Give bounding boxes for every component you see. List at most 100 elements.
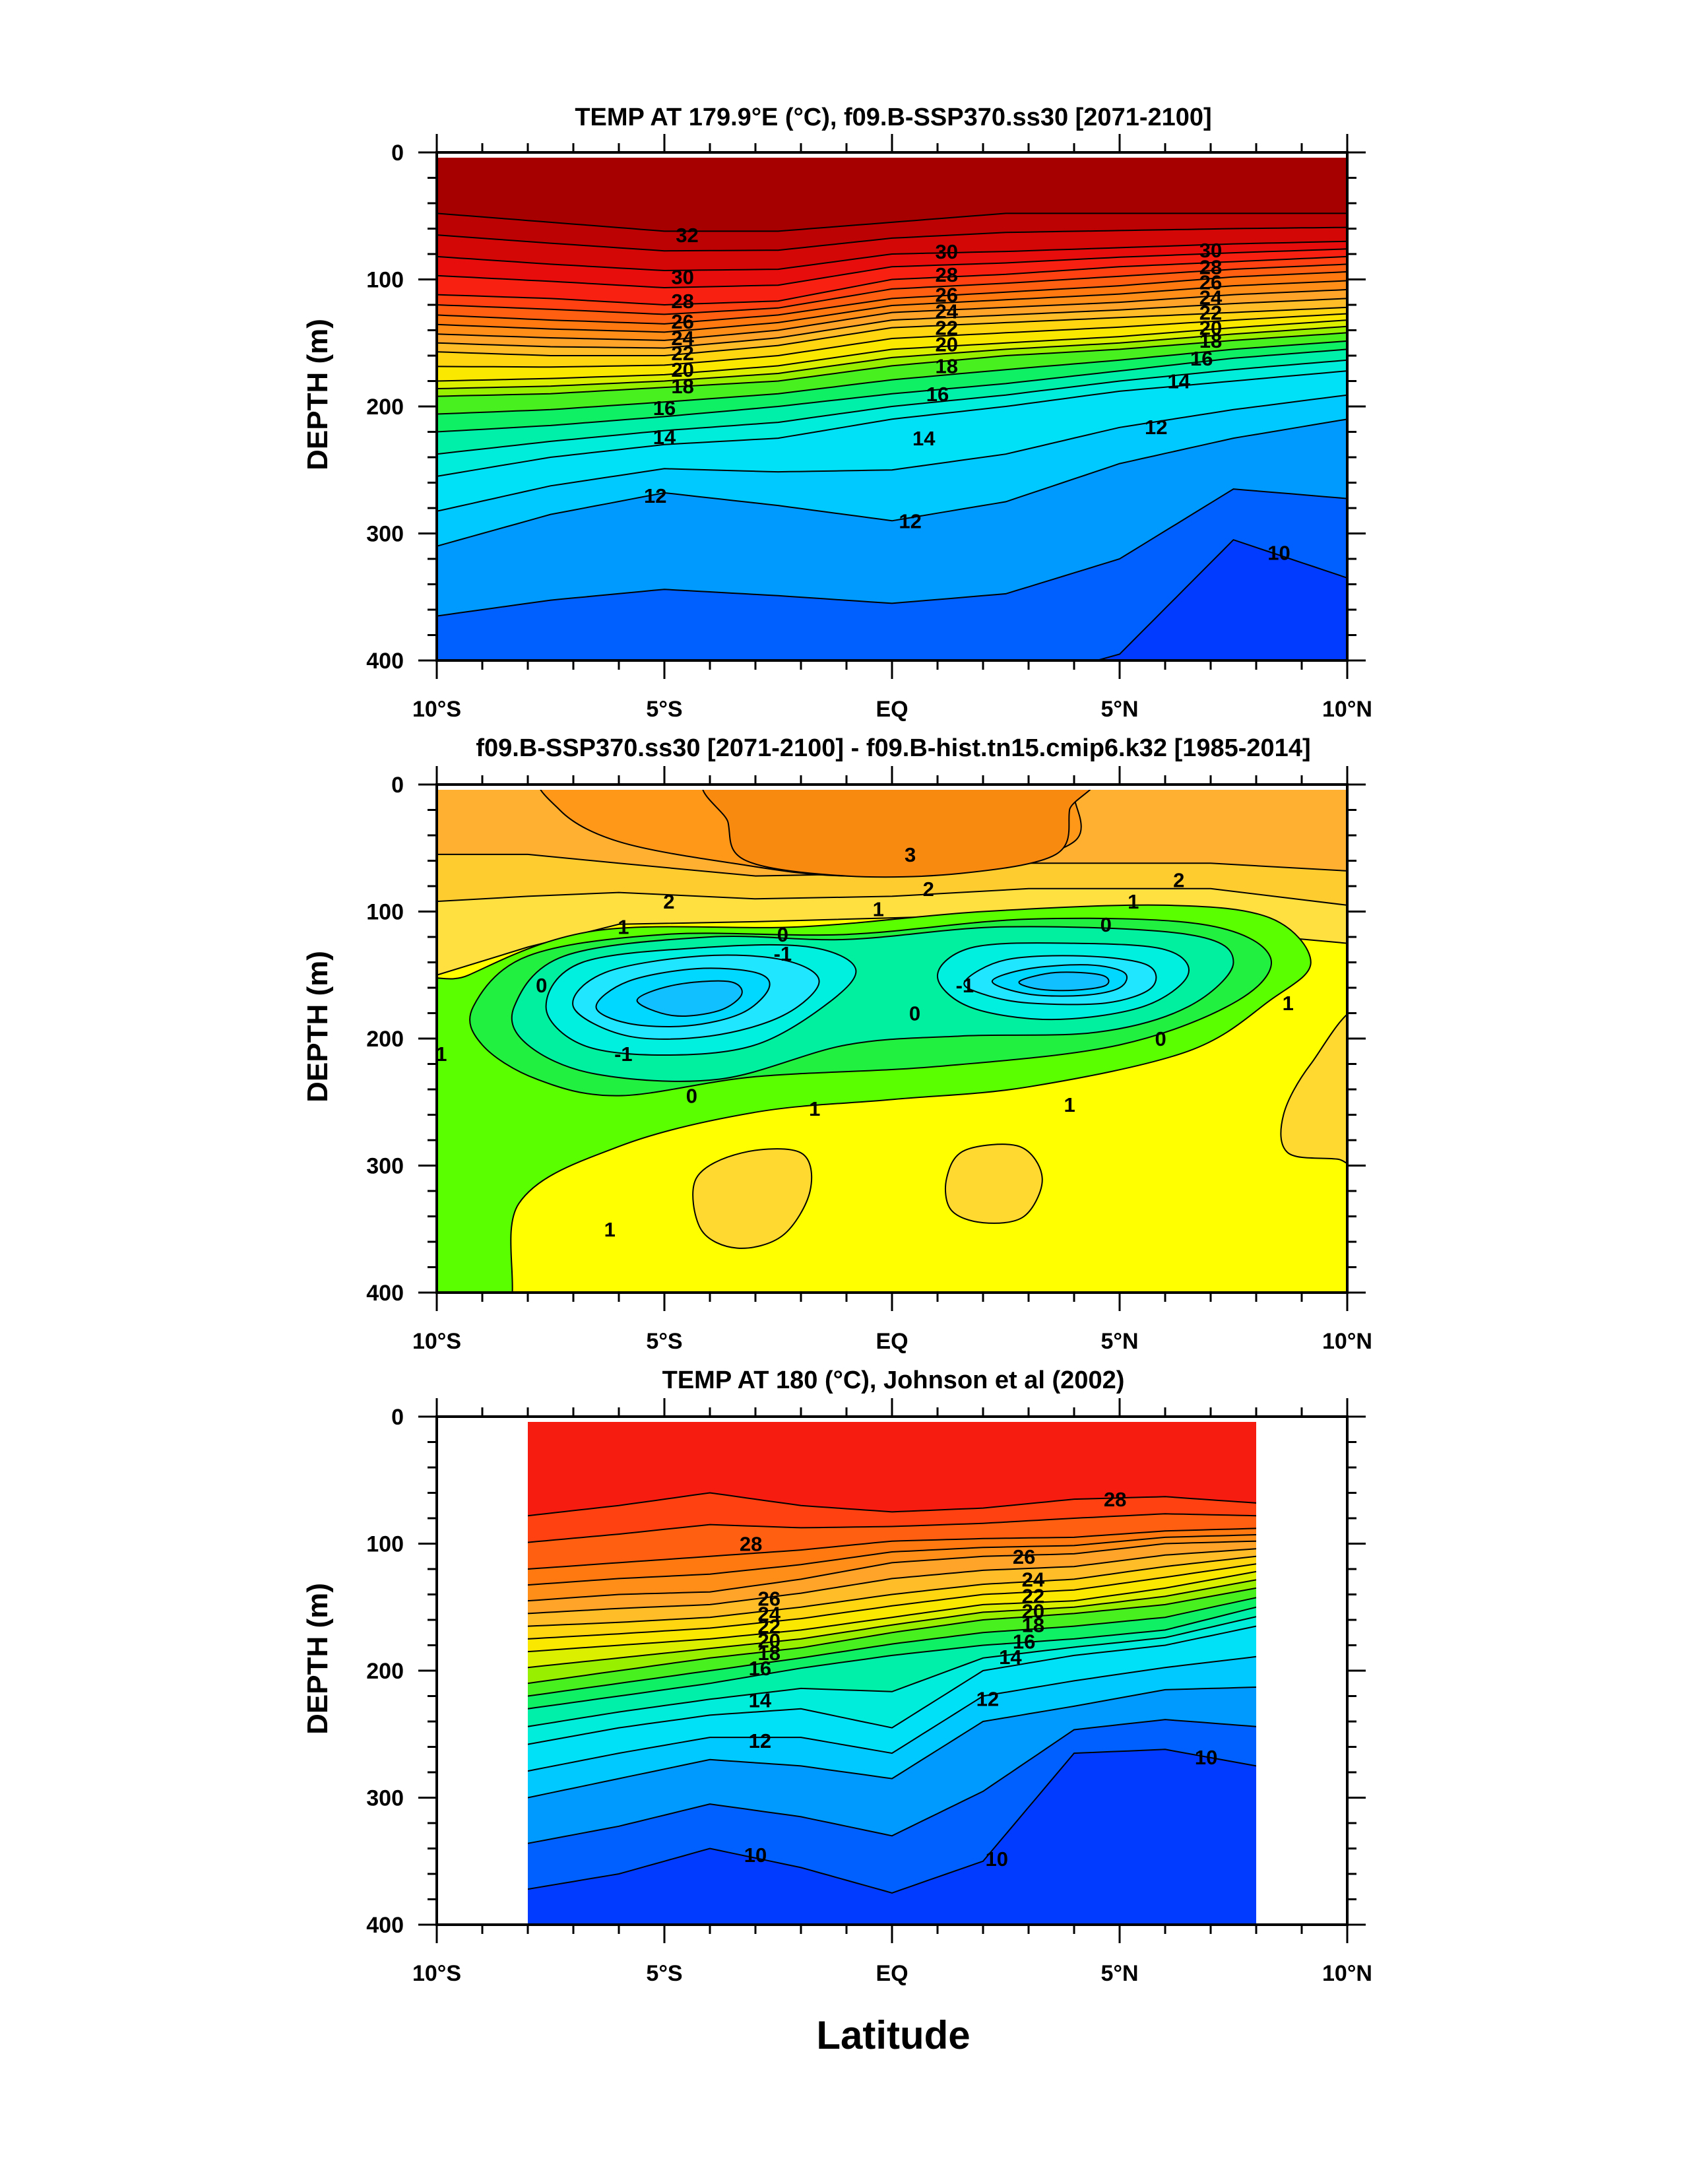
contour-label: 32 — [676, 224, 698, 247]
contour-label: 1 — [1283, 992, 1294, 1015]
contour-label: 20 — [671, 358, 693, 381]
contour-label: 14 — [999, 1646, 1022, 1669]
panel-2-ylabel: DEPTH (m) — [302, 951, 334, 1103]
y-tick-label: 100 — [366, 1532, 404, 1557]
contour-label: 14 — [1167, 370, 1190, 393]
contour-line — [528, 1513, 1256, 1543]
contour-label: 1 — [618, 916, 629, 939]
contour-label: 30 — [1199, 239, 1222, 262]
contour-label: 0 — [777, 923, 788, 946]
contour-label: 2 — [1173, 868, 1184, 891]
y-tick-label: 400 — [366, 1281, 404, 1306]
contour-line — [437, 263, 1347, 315]
contour-label: 1 — [1128, 890, 1139, 913]
contour-line — [437, 370, 1347, 477]
contour-line — [528, 1579, 1256, 1669]
contour-label: 14 — [749, 1688, 772, 1712]
panel-2-title: f09.B-SSP370.ss30 [2071-2100] - f09.B-hi… — [476, 734, 1310, 762]
y-tick-label: 100 — [366, 900, 404, 925]
contour-line — [437, 313, 1347, 368]
contour-line — [528, 1719, 1256, 1844]
contour-line — [528, 1534, 1256, 1586]
contour-label: 22 — [1022, 1584, 1044, 1607]
contour-label: 26 — [671, 310, 693, 333]
contour-line — [437, 488, 1347, 617]
contour-label: 12 — [1145, 416, 1167, 439]
contour-line — [528, 1527, 1256, 1570]
y-tick-label: 100 — [366, 268, 404, 293]
x-tick-label: 5°S — [646, 697, 682, 722]
contour-label: -1 — [614, 1043, 633, 1066]
contour-line — [528, 1616, 1256, 1727]
contour-band — [1018, 971, 1110, 992]
contour-line — [528, 1587, 1256, 1685]
x-tick-label: EQ — [876, 1961, 908, 1986]
y-tick-label: 300 — [366, 1786, 404, 1811]
contour-line — [437, 226, 1347, 252]
contour-label: 26 — [1199, 271, 1222, 294]
contour-label: 12 — [976, 1687, 999, 1710]
contour-label: 1 — [1064, 1093, 1075, 1116]
contour-label: 20 — [936, 333, 958, 356]
y-tick-label: 400 — [366, 649, 404, 674]
contour-label: 1 — [435, 1043, 447, 1066]
x-tick-label: 5°N — [1100, 1329, 1138, 1354]
y-tick-label: 200 — [366, 395, 404, 420]
contour-label: 0 — [686, 1085, 697, 1108]
contour-label: 22 — [757, 1615, 780, 1638]
contour-line — [437, 394, 1347, 512]
contour-fields — [528, 1422, 1256, 1925]
contour-label: 24 — [757, 1602, 781, 1625]
contour-line — [437, 306, 1347, 356]
contour-label: 28 — [671, 290, 693, 313]
contour-label: 1 — [604, 1218, 616, 1241]
y-tick-label: 0 — [391, 1405, 404, 1430]
x-tick-label: 5°N — [1100, 1961, 1138, 1986]
x-tick-label: 10°S — [412, 697, 461, 722]
contour-line — [528, 1563, 1256, 1640]
panel-1-ylabel: DEPTH (m) — [302, 319, 334, 470]
contour-label: 20 — [757, 1629, 780, 1652]
contour-label: 14 — [653, 426, 676, 449]
contour-fields — [437, 158, 1347, 660]
contour-label: 0 — [1155, 1027, 1166, 1050]
contour-line — [528, 1686, 1256, 1799]
contour-label: 22 — [671, 342, 693, 365]
y-tick-label: 300 — [366, 522, 404, 547]
y-tick-label: 300 — [366, 1154, 404, 1179]
contour-label: 12 — [899, 509, 921, 532]
contour-label: 14 — [912, 427, 936, 450]
contour-line — [437, 240, 1347, 272]
contour-label: 18 — [936, 354, 958, 377]
x-tick-label: 10°N — [1322, 1961, 1372, 1986]
contour-label: 22 — [936, 317, 958, 340]
panel-2: f09.B-SSP370.ss30 [2071-2100] - f09.B-hi… — [302, 734, 1372, 1354]
panel-1-plot-area: 3230282624222018161412302826242220181614… — [366, 134, 1372, 722]
contour-line — [437, 418, 1347, 547]
contour-label: 30 — [671, 266, 693, 289]
panel-3: TEMP AT 180 (°C), Johnson et al (2002) D… — [302, 1366, 1372, 1986]
contour-label: 24 — [671, 327, 694, 350]
contour-band — [437, 489, 1347, 660]
contour-line — [437, 248, 1347, 289]
contour-label: 18 — [671, 375, 693, 398]
contour-label: 18 — [757, 1642, 780, 1665]
contour-label: 0 — [536, 974, 547, 997]
contour-band — [702, 790, 1091, 878]
contour-line — [437, 255, 1347, 306]
y-tick-label: 0 — [391, 773, 404, 798]
x-tick-label: 10°N — [1322, 1329, 1372, 1354]
contour-band — [1097, 540, 1347, 660]
contour-label: 0 — [909, 1002, 920, 1025]
contour-label: 12 — [749, 1729, 771, 1752]
panel-3-title: TEMP AT 180 (°C), Johnson et al (2002) — [662, 1366, 1125, 1394]
contour-label: 18 — [1022, 1614, 1044, 1637]
contour-band — [1280, 1013, 1347, 1165]
contour-label: 26 — [1013, 1545, 1035, 1568]
contour-fields — [437, 790, 1347, 1293]
contour-label: 2 — [923, 878, 934, 901]
contour-label: 2 — [663, 890, 674, 913]
